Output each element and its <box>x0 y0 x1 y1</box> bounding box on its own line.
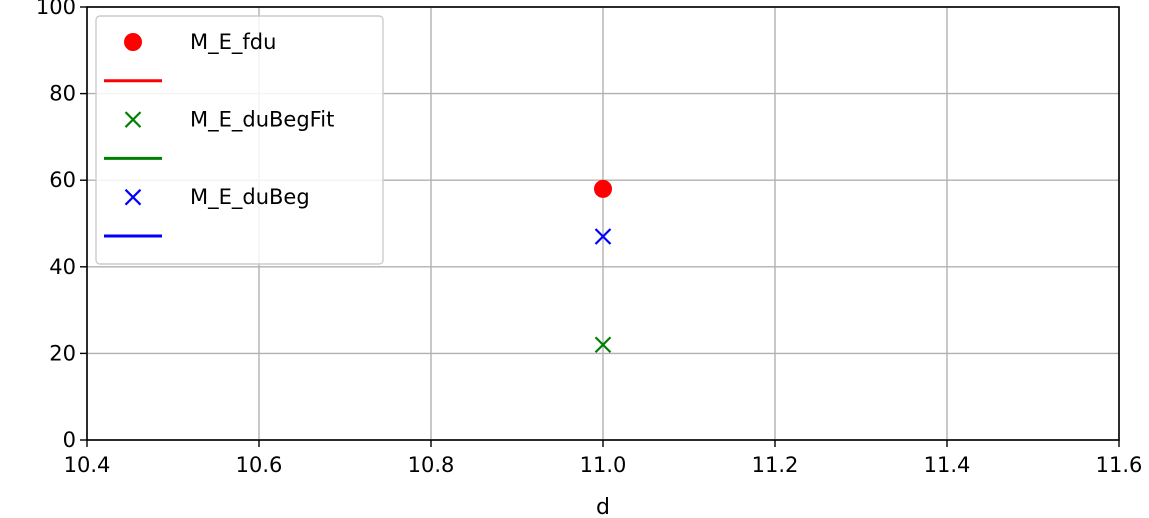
x-tick-label: 10.6 <box>236 453 283 477</box>
legend-marker <box>124 188 142 206</box>
legend-label: M_E_duBeg <box>190 185 310 210</box>
x-tick-label: 10.4 <box>64 453 111 477</box>
y-tick-label: 20 <box>49 341 76 365</box>
plot-frame <box>86 6 1120 441</box>
y-tick-label: 100 <box>36 0 76 19</box>
data-point <box>594 228 612 245</box>
data-point <box>594 336 612 354</box>
x-tick-label: 11.6 <box>1096 453 1143 477</box>
legend-label: M_E_duBegFit <box>190 108 334 133</box>
x-tick-label: 11.4 <box>924 453 971 477</box>
x-tick-label: 11.0 <box>580 453 627 477</box>
axis-ticks: 10.4 10.6 10.8 11.0 11.2 11.4 11.6 0 20 40 60 80 100 <box>36 0 1142 477</box>
series-marks <box>594 179 612 354</box>
y-tick-label: 0 <box>63 428 76 452</box>
legend-marker <box>124 111 142 128</box>
y-tick-label: 80 <box>49 82 76 106</box>
legend-marker <box>124 33 142 51</box>
legend: M_E_fdu M_E_duBegFit M_E_duBeg <box>95 15 384 265</box>
y-tick-label: 60 <box>49 168 76 192</box>
y-tick-label: 40 <box>49 255 76 279</box>
x-tick-label: 11.2 <box>752 453 799 477</box>
legend-box <box>95 15 384 265</box>
legend-label: M_E_fdu <box>190 30 276 55</box>
x-tick-label: 10.8 <box>408 453 455 477</box>
data-point <box>594 179 612 198</box>
x-axis-label: d <box>596 495 610 518</box>
